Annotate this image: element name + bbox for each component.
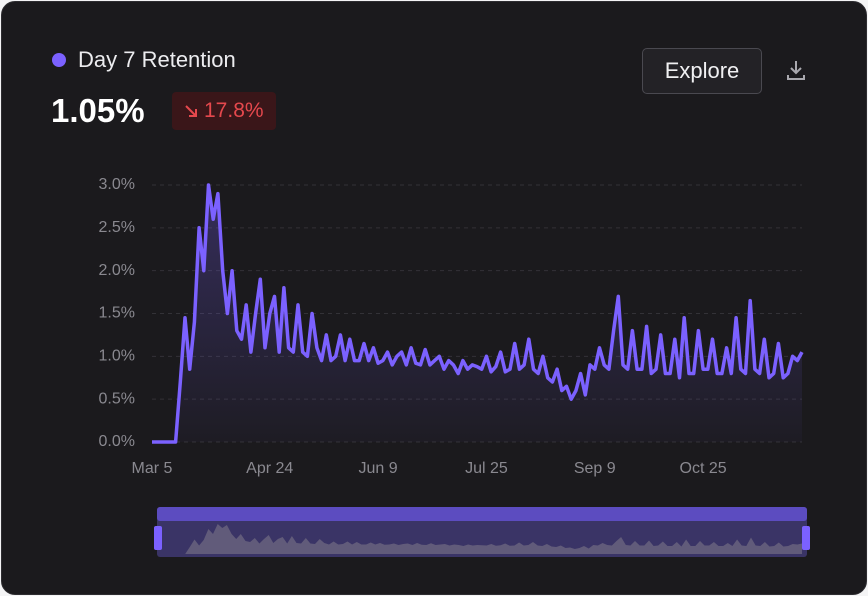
y-tick-label: 2.0% [99, 262, 135, 279]
navigator-bar[interactable] [157, 507, 807, 521]
y-tick-label: 0.5% [99, 390, 135, 407]
change-text: 17.8% [204, 99, 264, 122]
y-tick-label: 0.0% [99, 433, 135, 450]
navigator-area [162, 524, 802, 554]
change-badge: 17.8% [172, 92, 276, 130]
metric-title: Day 7 Retention [52, 47, 236, 73]
metric-name: Day 7 Retention [78, 47, 236, 72]
y-tick-label: 2.5% [99, 219, 135, 236]
x-tick-label: Oct 25 [680, 460, 727, 477]
download-icon[interactable] [784, 58, 808, 82]
x-tick-label: Mar 5 [132, 460, 173, 477]
area [152, 185, 802, 442]
navigator-handle[interactable] [802, 526, 810, 550]
x-tick-label: Sep 9 [574, 460, 616, 477]
y-tick-label: 1.5% [99, 305, 135, 322]
navigator-handle[interactable] [154, 526, 162, 550]
metric-value: 1.05% [51, 92, 145, 129]
explore-button[interactable]: Explore [642, 48, 762, 94]
x-tick-label: Jun 9 [359, 460, 398, 477]
down-arrow [185, 105, 197, 117]
x-tick-label: Apr 24 [246, 460, 293, 477]
legend-dot [52, 53, 66, 67]
y-tick-label: 3.0% [99, 176, 135, 193]
line [152, 183, 804, 444]
x-tick-label: Jul 25 [465, 460, 508, 477]
y-tick-label: 1.0% [99, 348, 135, 365]
